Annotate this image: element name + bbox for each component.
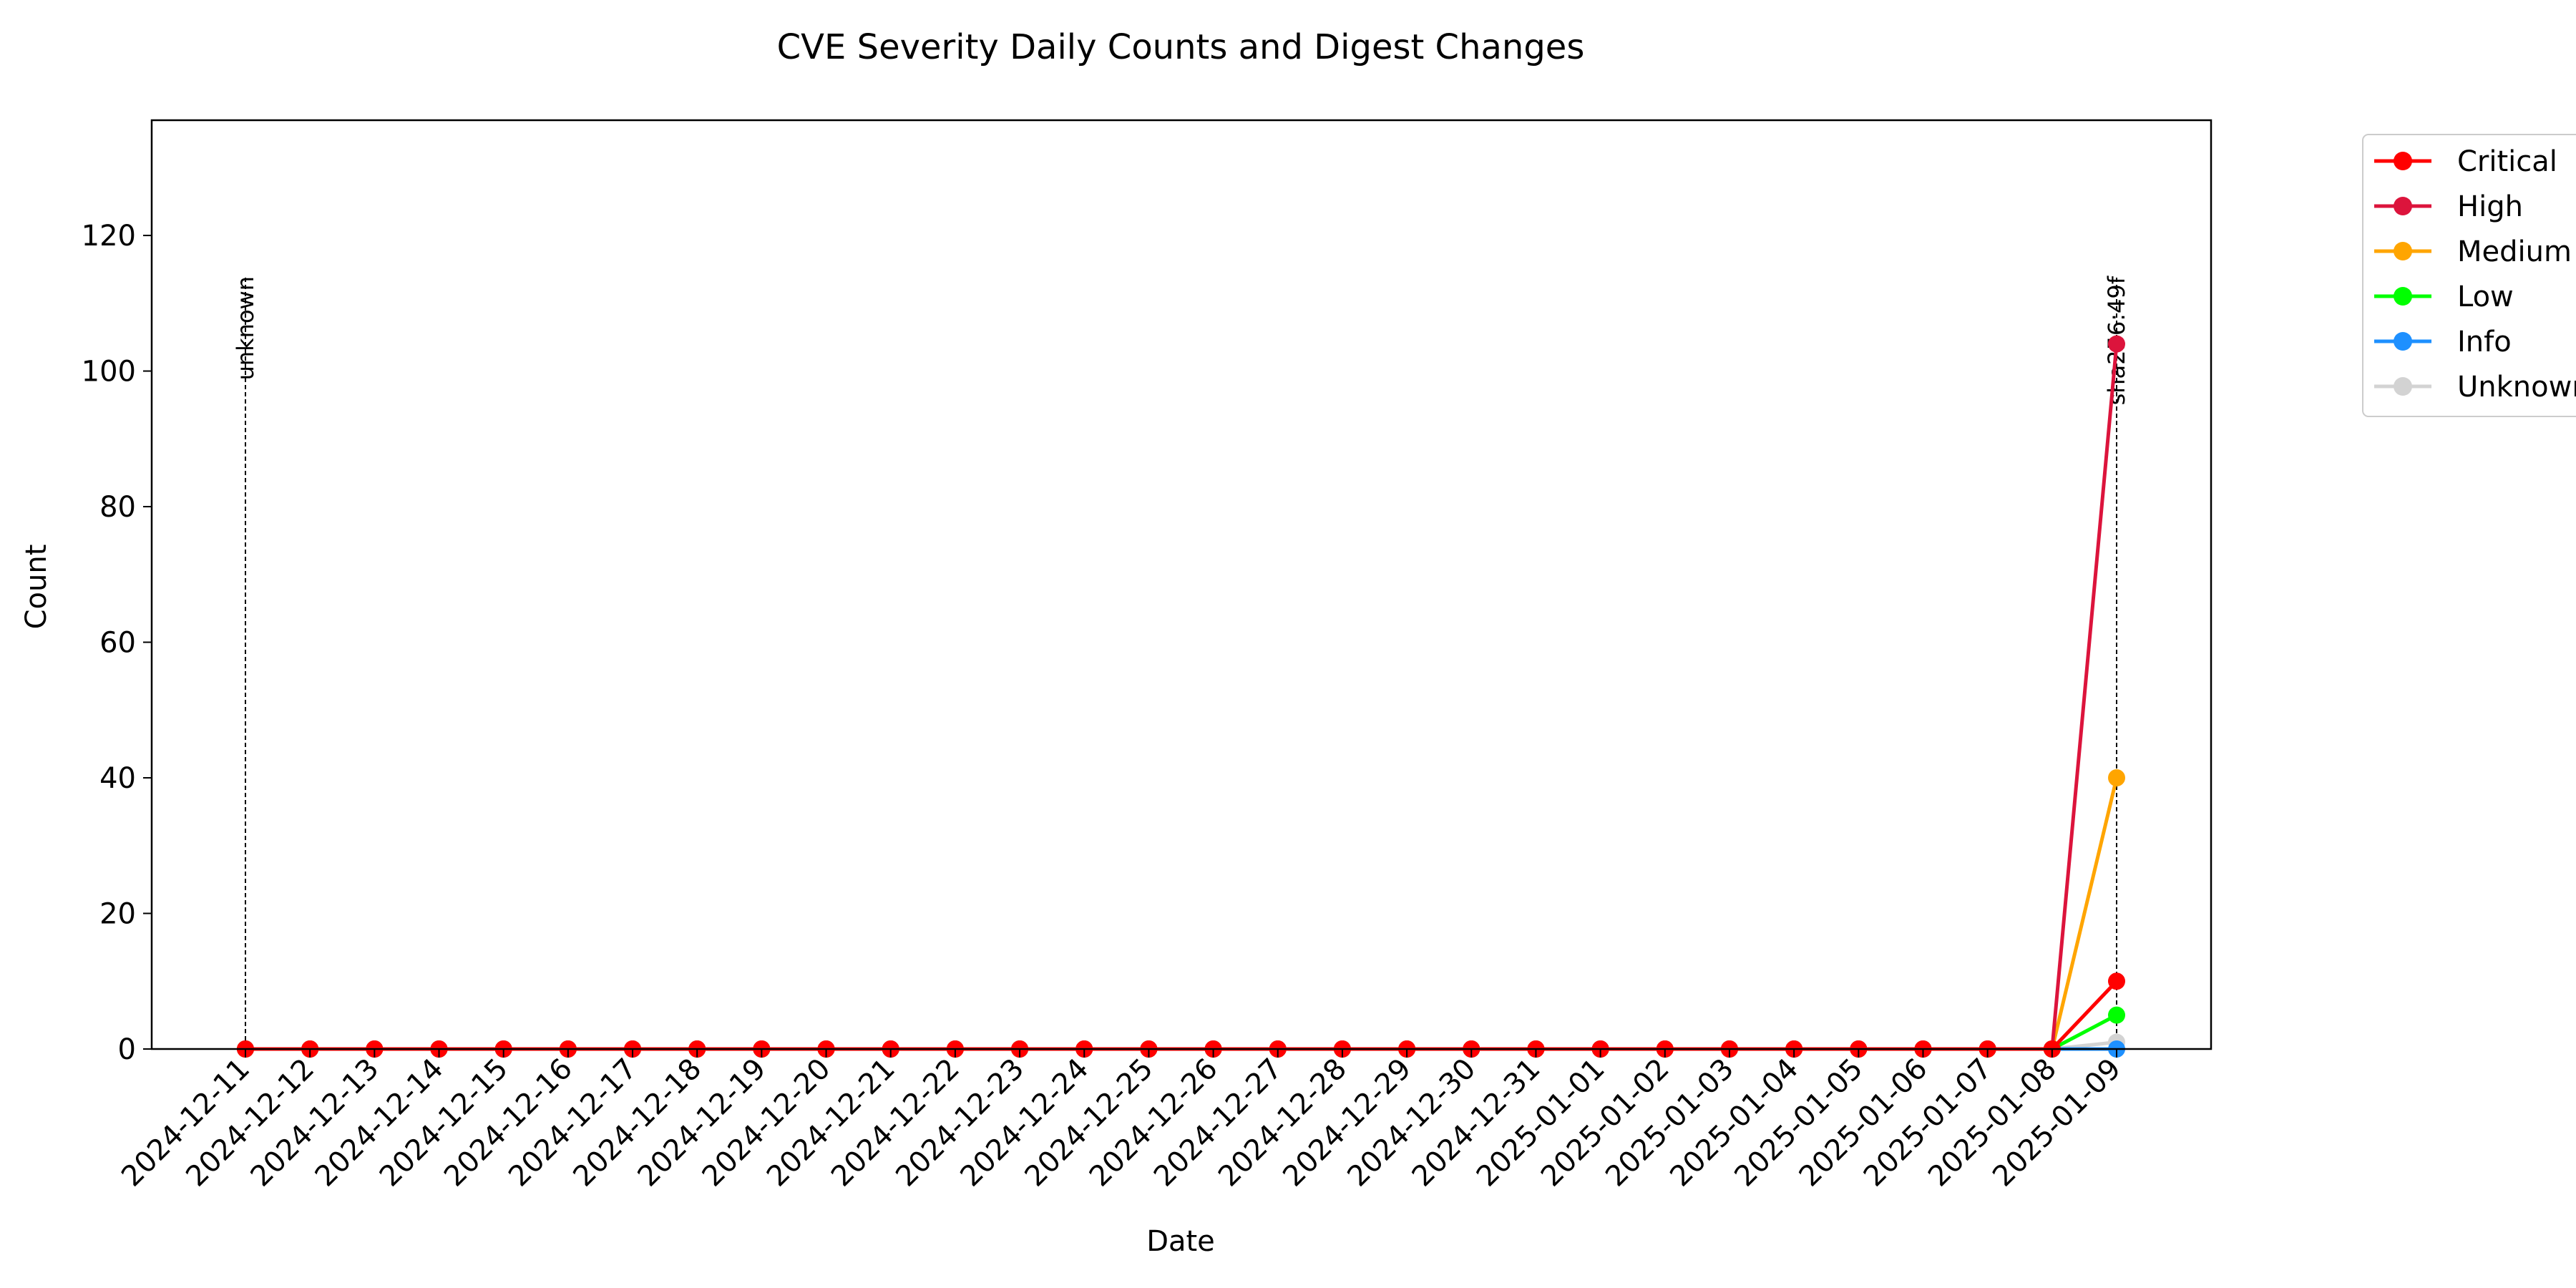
y-tick-label: 0: [118, 1033, 136, 1066]
legend-label: Unknown: [2457, 371, 2576, 404]
plot-area-frame: [150, 119, 2212, 1050]
y-tick-label: 40: [99, 762, 136, 795]
legend-marker: [2394, 332, 2412, 351]
legend-label: Critical: [2457, 145, 2557, 178]
annotation-label: unknown: [232, 276, 259, 380]
legend-item-info: Info: [2374, 326, 2512, 358]
y-tick-label: 20: [99, 898, 136, 931]
chart-title: CVE Severity Daily Counts and Digest Cha…: [777, 27, 1585, 67]
legend-marker: [2394, 287, 2412, 306]
data-point: [2108, 769, 2125, 787]
legend-label: Medium: [2457, 235, 2572, 268]
y-tick-label: 100: [82, 356, 136, 389]
data-point: [2108, 335, 2125, 353]
legend-marker: [2394, 197, 2412, 215]
legend-item-medium: Medium: [2374, 235, 2572, 268]
legend: Critical High Medium Low Info Unknown: [2362, 134, 2576, 417]
legend-marker: [2394, 242, 2412, 260]
y-axis-label: Count: [20, 545, 53, 630]
legend-item-low: Low: [2374, 280, 2514, 313]
legend-marker: [2394, 377, 2412, 396]
y-axis: 0 20 40 60 80 100 120: [82, 220, 152, 1066]
data-point: [2108, 972, 2125, 990]
digest-change-annotations: unknownsha256:49f: [232, 275, 2130, 1049]
data-point: [2108, 1006, 2125, 1024]
y-tick-label: 60: [99, 627, 136, 660]
legend-label: Low: [2457, 280, 2514, 313]
y-tick-label: 120: [82, 220, 136, 253]
legend-label: High: [2457, 190, 2523, 223]
legend-item-high: High: [2374, 190, 2523, 223]
legend-item-unknown: Unknown: [2374, 371, 2576, 404]
legend-marker: [2394, 152, 2412, 170]
x-axis-label: Date: [1146, 1225, 1215, 1258]
legend-item-critical: Critical: [2374, 145, 2557, 178]
legend-label: Info: [2457, 326, 2512, 358]
y-tick-label: 80: [99, 491, 136, 524]
